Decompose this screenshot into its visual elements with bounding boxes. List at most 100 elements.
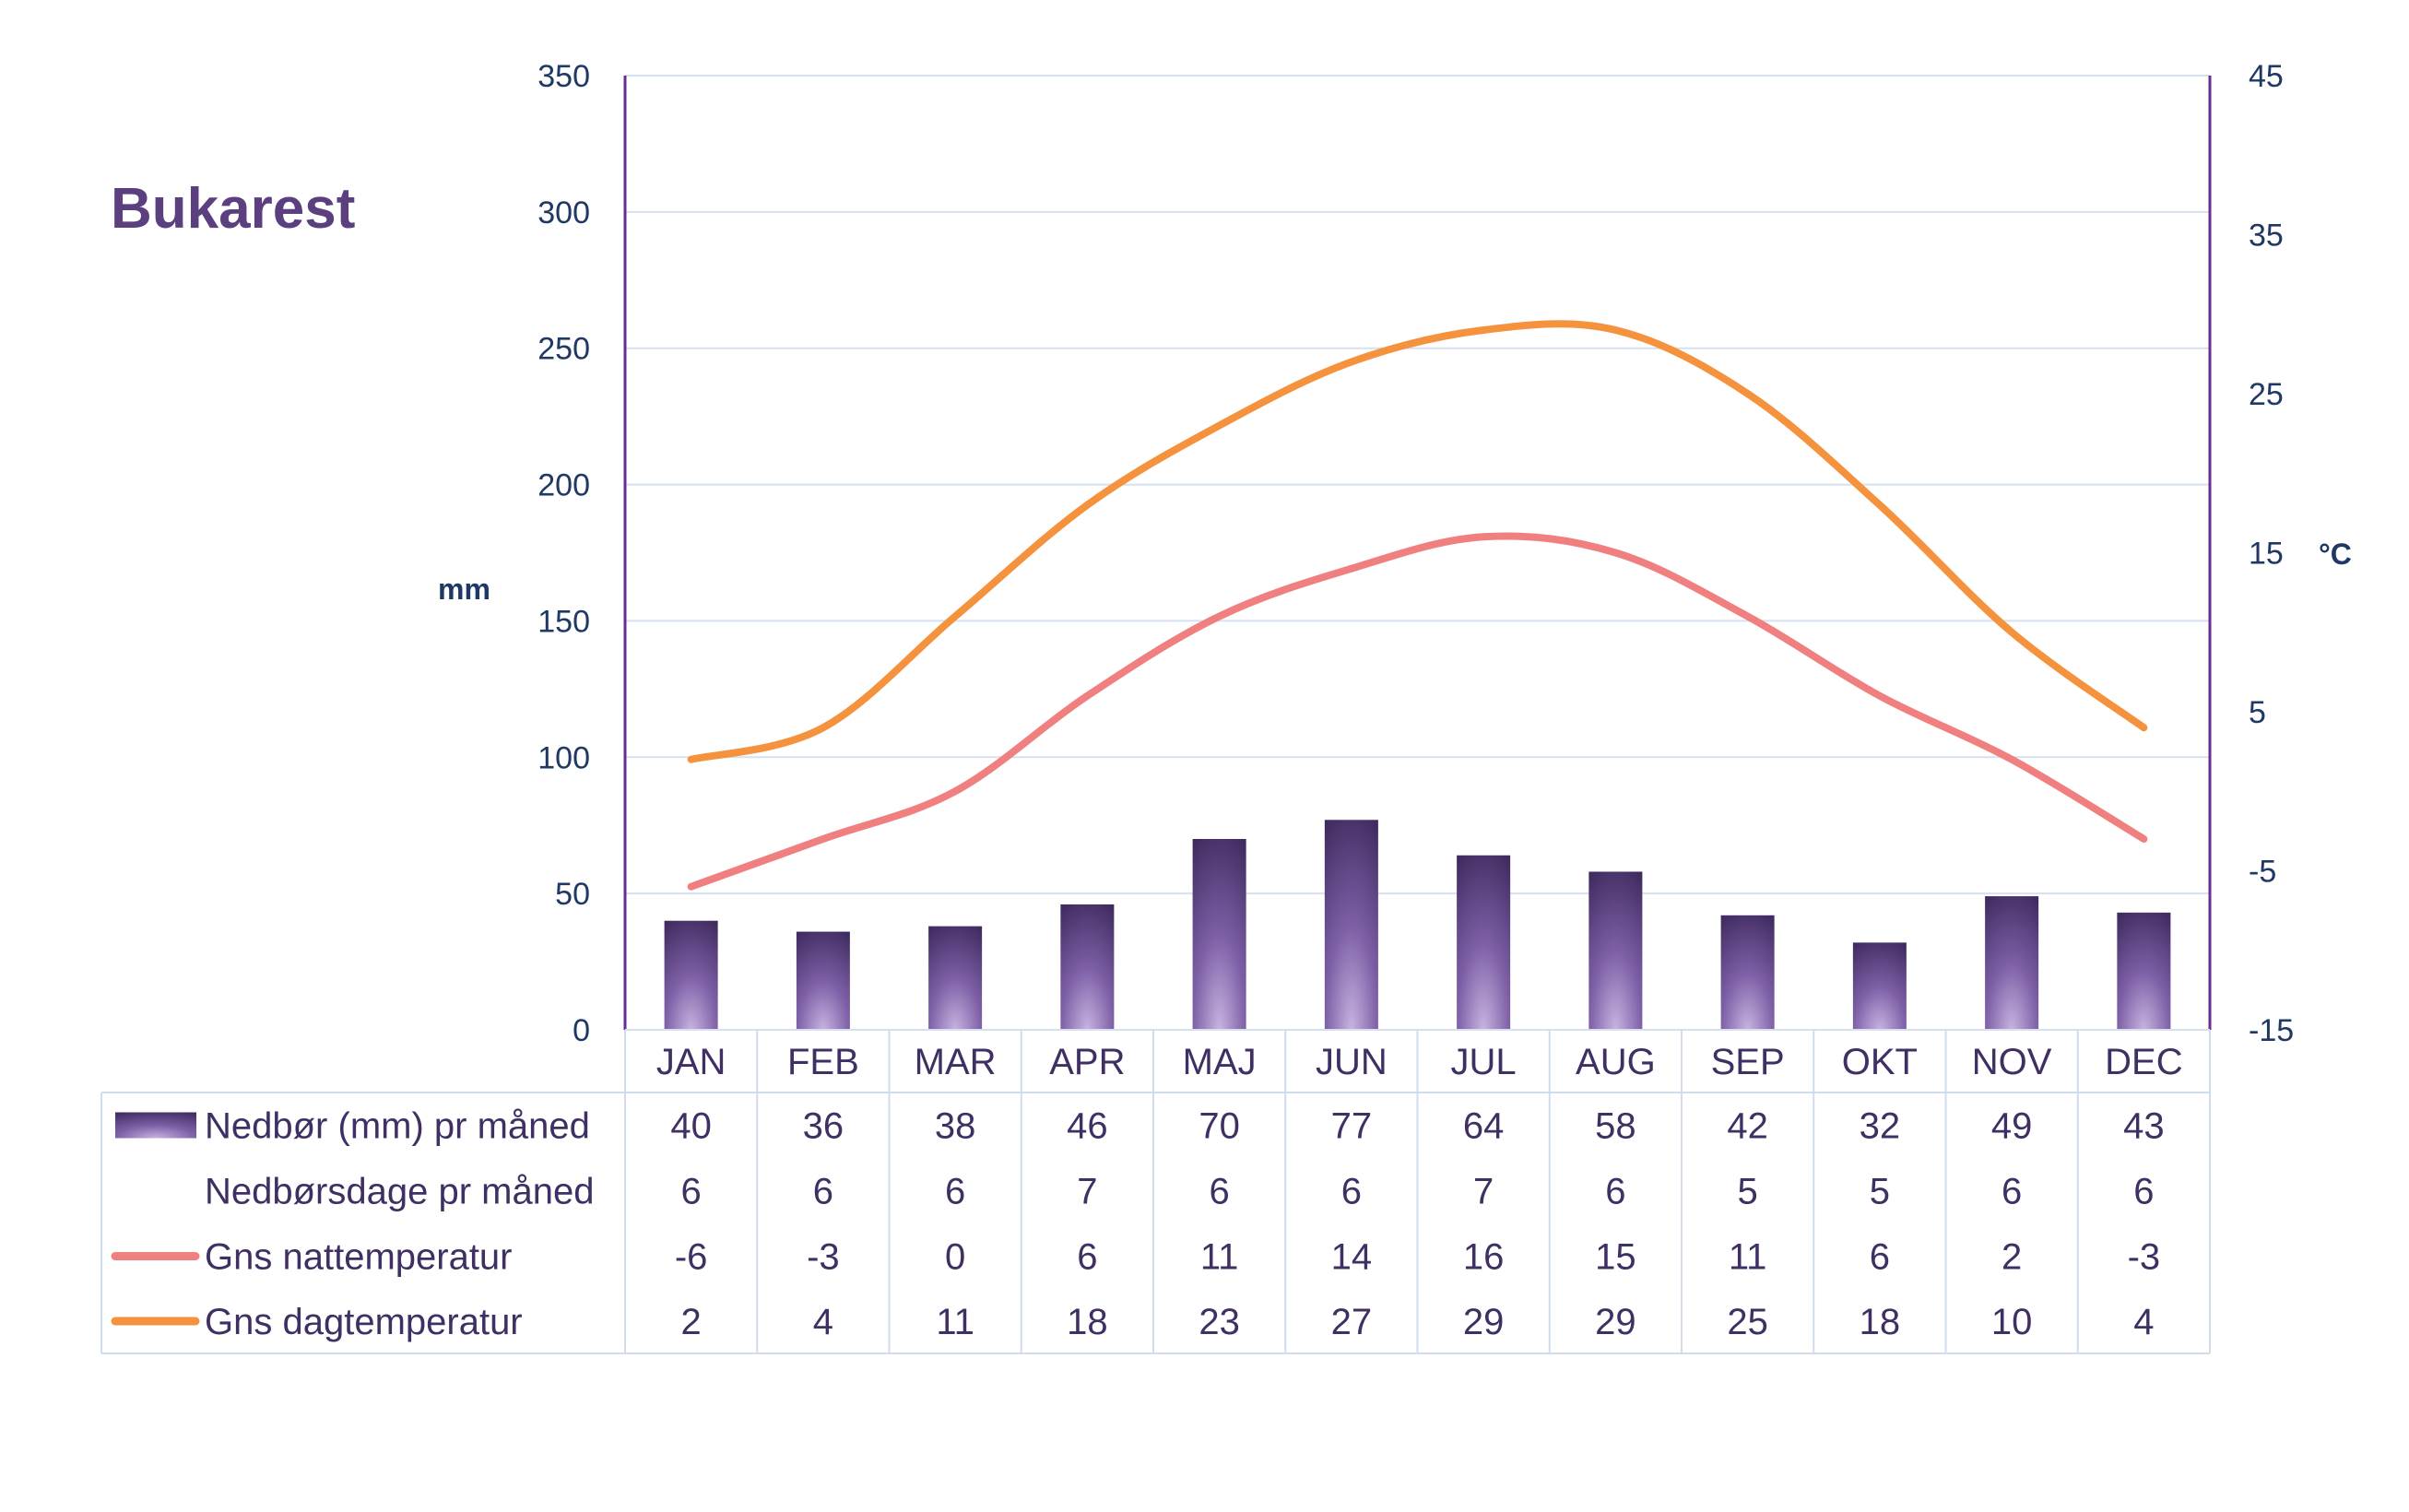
table-cell: 36 [803,1106,844,1147]
precipitation-bar [796,931,850,1030]
left-tick-label: 0 [573,1013,590,1048]
month-label: MAR [915,1042,997,1082]
month-label: JUL [1451,1042,1517,1082]
row-label: Gns nattemperatur [205,1237,513,1278]
table-cell: 4 [2133,1302,2154,1342]
table-cell: 6 [681,1172,702,1212]
table-cell: 5 [1738,1172,1758,1212]
table-cell: 11 [936,1302,974,1342]
month-label: SEP [1711,1042,1785,1082]
precipitation-bar [1720,915,1775,1030]
table-cell: 32 [1860,1106,1901,1147]
right-tick-label: -15 [2249,1013,2294,1048]
left-axis-unit: mm [438,573,490,606]
table-cell: 4 [813,1302,833,1342]
table-cell: -3 [2128,1237,2161,1278]
table-cell: 18 [1860,1302,1901,1342]
month-label: OKT [1842,1042,1918,1082]
gridlines [625,75,2210,895]
precipitation-bars [664,820,2171,1030]
table-cell: 38 [935,1106,976,1147]
table-cell: 7 [1077,1172,1097,1212]
table-cell: 6 [1077,1237,1097,1278]
right-tick-label: 45 [2249,59,2284,94]
table-cell: 29 [1595,1302,1636,1342]
precipitation-bar [1852,942,1907,1030]
table-cell: 29 [1463,1302,1505,1342]
table-cell: 6 [2002,1172,2022,1212]
table-cell: 6 [945,1172,965,1212]
precipitation-bar [1457,855,1511,1030]
left-tick-label: 200 [537,468,590,503]
table-cell: -6 [675,1237,708,1278]
table-cell: 18 [1067,1302,1108,1342]
table-cell: 23 [1199,1302,1240,1342]
table-cell: 70 [1199,1106,1240,1147]
table-cell: 25 [1727,1302,1768,1342]
month-label: AUG [1576,1042,1656,1082]
left-tick-label: 250 [537,332,590,367]
table-cell: 11 [1729,1237,1767,1278]
temperature-lines [687,320,2148,891]
precipitation-bar [1985,896,2039,1030]
month-label: JAN [656,1042,726,1082]
table-cell: 16 [1463,1237,1505,1278]
axes: 0 50 100 150 200 250 300 350 -15 -5 5 15 25 35 45 [537,59,2294,1048]
month-label: JUN [1316,1042,1388,1082]
table-cell: 2 [681,1302,702,1342]
day-temperature-line [687,320,2148,763]
table-cell: 49 [1991,1106,2033,1147]
table-cell: 14 [1331,1237,1373,1278]
table-cell: 6 [1341,1172,1362,1212]
row-label: Gns dagtemperatur [205,1302,523,1342]
right-axis-unit: °C [2319,537,2352,571]
right-tick-label: 25 [2249,377,2284,412]
table-cell: 42 [1727,1106,1768,1147]
data-table: JAN FEB MAR APR MAJ JUN JUL AUG SEP OKT NOV DEC Nedb… [100,1030,2211,1354]
table-cell: 40 [670,1106,712,1147]
month-label: APR [1049,1042,1125,1082]
table-cell: 6 [2133,1172,2154,1212]
table-cell: 6 [1870,1237,1890,1278]
right-tick-label: -5 [2249,855,2276,890]
table-cell: 6 [1605,1172,1625,1212]
left-tick-label: 300 [537,195,590,230]
table-cell: 27 [1331,1302,1373,1342]
right-tick-label: 35 [2249,219,2284,254]
chart-title: Bukarest [111,177,355,241]
precipitation-bar [1324,820,1378,1030]
month-label: NOV [1972,1042,2052,1082]
table-cell: 77 [1331,1106,1373,1147]
precipitation-bar [2117,912,2171,1030]
table-cell: 7 [1473,1172,1494,1212]
table-cell: 6 [813,1172,833,1212]
table-cell: 11 [1200,1237,1239,1278]
left-tick-label: 100 [537,740,590,775]
table-cell: 15 [1595,1237,1636,1278]
right-tick-label: 5 [2249,695,2266,730]
right-tick-label: 15 [2249,537,2284,572]
table-cell: 2 [2002,1237,2022,1278]
table-cell: 5 [1870,1172,1890,1212]
month-label: MAJ [1183,1042,1257,1082]
row-label: Nedbør (mm) pr måned [205,1106,590,1147]
precipitation-bar [928,926,983,1030]
precipitation-bar [664,920,718,1030]
legend-key-bar [115,1112,196,1139]
table-cell: 6 [1210,1172,1230,1212]
left-tick-label: 150 [537,604,590,639]
table-cell: 0 [945,1237,965,1278]
month-label: DEC [2105,1042,2182,1082]
month-label: FEB [787,1042,859,1082]
table-cell: 46 [1067,1106,1108,1147]
row-label: Nedbørsdage pr måned [205,1172,594,1212]
precipitation-bar [1192,839,1246,1030]
table-cell: 10 [1991,1302,2033,1342]
left-tick-label: 350 [537,59,590,94]
night-temperature-line [687,532,2148,891]
table-cell: -3 [807,1237,840,1278]
precipitation-bar [1588,871,1643,1030]
left-tick-label: 50 [555,877,590,912]
table-cell: 43 [2123,1106,2165,1147]
